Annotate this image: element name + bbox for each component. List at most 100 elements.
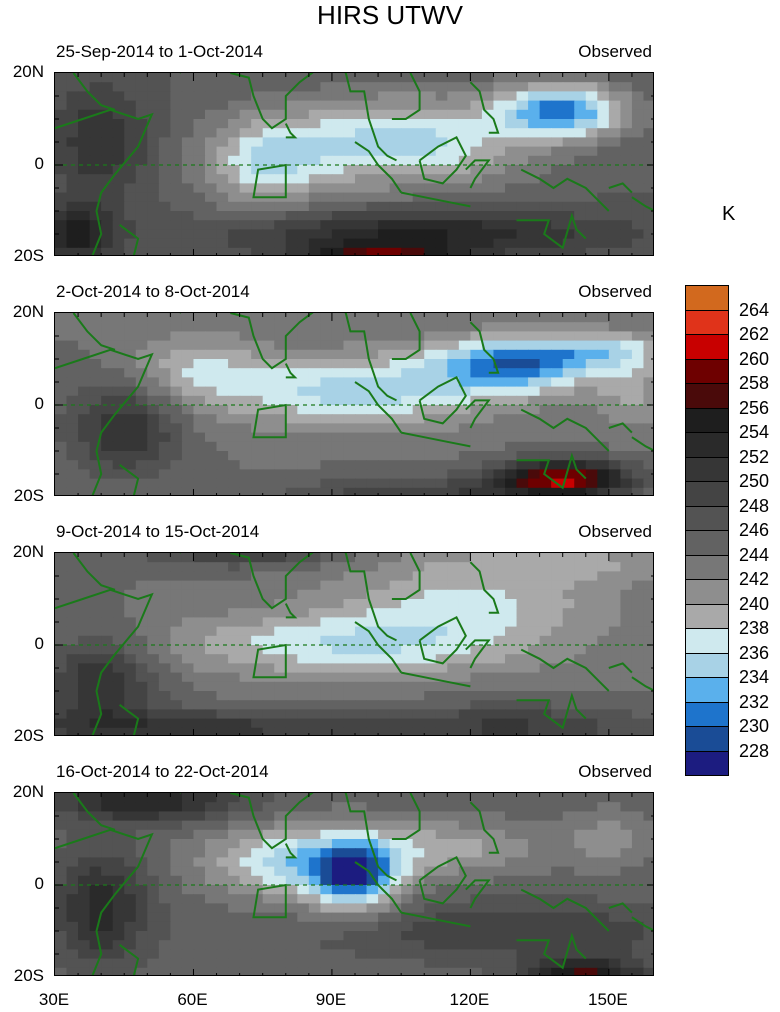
heatmap-cell bbox=[239, 727, 252, 735]
coastline bbox=[55, 108, 154, 255]
heatmap-cell bbox=[389, 912, 402, 923]
heatmap-cell bbox=[597, 100, 610, 111]
heatmap-cell bbox=[239, 128, 252, 138]
heatmap-cell bbox=[447, 229, 460, 240]
heatmap-cell bbox=[89, 82, 102, 92]
heatmap-cell bbox=[585, 155, 598, 166]
heatmap-cell bbox=[274, 580, 287, 591]
heatmap-cell bbox=[585, 626, 598, 637]
heatmap-cell bbox=[412, 201, 425, 212]
heatmap-cell bbox=[481, 359, 495, 369]
heatmap-cell bbox=[366, 553, 379, 563]
heatmap-cell bbox=[147, 580, 160, 591]
heatmap-cell bbox=[55, 405, 68, 415]
heatmap-cell bbox=[331, 349, 345, 360]
heatmap-cell bbox=[574, 109, 587, 120]
heatmap-cell bbox=[262, 562, 275, 572]
heatmap-cell bbox=[458, 119, 471, 129]
heatmap-cell bbox=[574, 331, 587, 342]
coastline bbox=[55, 828, 154, 975]
heatmap-cell bbox=[505, 155, 518, 166]
heatmap-cell bbox=[481, 571, 495, 582]
heatmap-cell bbox=[458, 617, 471, 628]
heatmap-cell bbox=[539, 553, 552, 563]
coastline bbox=[418, 856, 467, 905]
heatmap-cell bbox=[262, 635, 275, 646]
heatmap-cell bbox=[239, 931, 252, 941]
heatmap-cell bbox=[574, 580, 587, 591]
heatmap-cell bbox=[228, 313, 241, 323]
heatmap-cell bbox=[55, 82, 68, 92]
heatmap-cell bbox=[216, 119, 229, 129]
heatmap-cell bbox=[124, 820, 137, 831]
heatmap-cell bbox=[228, 820, 241, 831]
heatmap-cell bbox=[66, 691, 79, 701]
heatmap-cell bbox=[239, 700, 252, 710]
heatmap-cell bbox=[401, 377, 414, 388]
heatmap-cell bbox=[158, 359, 171, 369]
heatmap-cell bbox=[528, 958, 541, 969]
heatmap-cell bbox=[378, 718, 391, 729]
heatmap-cell bbox=[424, 967, 437, 975]
heatmap-cell bbox=[597, 811, 610, 822]
heatmap-cell bbox=[78, 949, 91, 960]
heatmap-cell bbox=[158, 885, 171, 895]
heatmap-cell bbox=[331, 931, 345, 941]
heatmap-cell bbox=[574, 875, 587, 886]
heatmap-cell bbox=[355, 432, 368, 443]
heatmap-cell bbox=[124, 192, 137, 203]
heatmap-cell bbox=[181, 589, 195, 600]
heatmap-cell bbox=[528, 894, 541, 904]
heatmap-cell bbox=[481, 414, 495, 424]
heatmap-cell bbox=[470, 229, 483, 240]
heatmap-cell bbox=[493, 580, 506, 591]
heatmap-cell bbox=[297, 377, 310, 388]
heatmap-cell bbox=[539, 617, 552, 628]
heatmap-cell bbox=[320, 91, 333, 102]
heatmap-cell bbox=[562, 635, 575, 646]
heatmap-cell bbox=[516, 580, 529, 591]
heatmap-cell bbox=[170, 441, 183, 452]
heatmap-cell bbox=[285, 802, 298, 812]
heatmap-cell bbox=[355, 672, 368, 683]
heatmap-cell bbox=[447, 672, 460, 683]
heatmap-cell bbox=[516, 414, 529, 424]
heatmap-cell bbox=[470, 921, 483, 932]
heatmap-cell bbox=[539, 322, 552, 332]
heatmap-cell bbox=[135, 820, 148, 831]
heatmap-cell bbox=[608, 654, 621, 664]
heatmap-cell bbox=[355, 691, 368, 701]
heatmap-cell bbox=[401, 174, 414, 184]
heatmap-cell bbox=[528, 571, 541, 582]
heatmap-cell bbox=[239, 441, 252, 452]
heatmap-cell bbox=[101, 709, 114, 720]
heatmap-cell bbox=[643, 220, 653, 230]
heatmap-cell bbox=[66, 617, 79, 628]
heatmap-cell bbox=[112, 820, 125, 831]
heatmap-cell bbox=[228, 562, 241, 572]
heatmap-cell bbox=[481, 912, 495, 923]
heatmap-cell bbox=[124, 626, 137, 637]
heatmap-cell bbox=[101, 192, 114, 203]
heatmap-cell bbox=[55, 718, 68, 729]
heatmap-cell bbox=[389, 220, 402, 230]
heatmap-cell bbox=[585, 645, 598, 655]
coastline bbox=[631, 676, 653, 692]
heatmap-cell bbox=[366, 211, 379, 221]
heatmap-cell bbox=[55, 414, 68, 424]
heatmap-cell bbox=[331, 553, 345, 563]
heatmap-cell bbox=[378, 617, 391, 628]
heatmap-cell bbox=[55, 174, 68, 184]
heatmap-cell bbox=[170, 663, 183, 674]
heatmap-cell bbox=[435, 331, 448, 342]
heatmap-cell bbox=[470, 681, 483, 692]
heatmap-cell bbox=[170, 857, 183, 868]
heatmap-cell bbox=[216, 91, 229, 102]
heatmap-cell bbox=[158, 349, 171, 360]
heatmap-cell bbox=[447, 829, 460, 840]
heatmap-cell bbox=[435, 635, 448, 646]
heatmap-cell bbox=[643, 635, 653, 646]
heatmap-cell bbox=[135, 423, 148, 434]
heatmap-cell bbox=[66, 599, 79, 609]
heatmap-cell bbox=[124, 931, 137, 941]
